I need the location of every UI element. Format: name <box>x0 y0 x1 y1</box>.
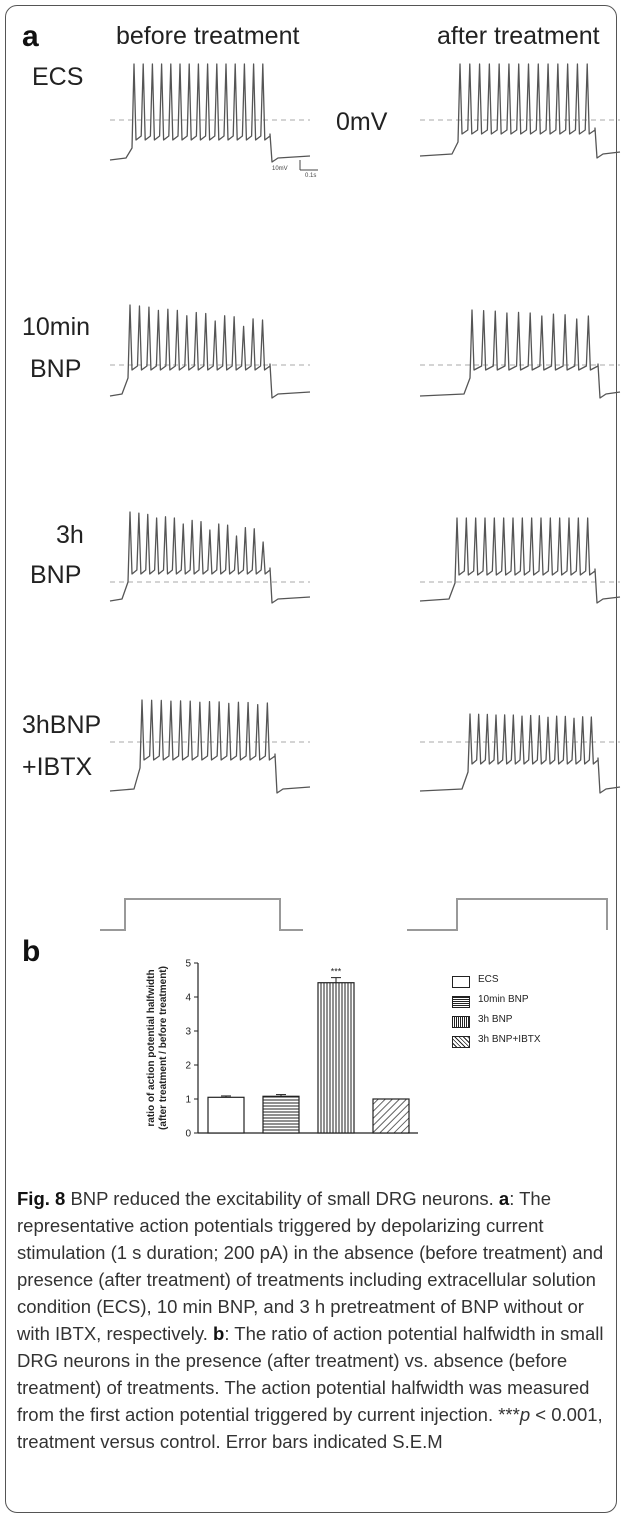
scale-bar <box>299 160 318 171</box>
action-potential-trace <box>109 304 311 399</box>
row-label-ecs: ECS <box>32 58 83 96</box>
legend-label-10min-bnp: 10min BNP <box>478 994 529 1005</box>
panel-b-label: b <box>22 935 41 968</box>
action-potential-trace <box>419 309 621 399</box>
trace-3h-bnp-after <box>419 517 621 604</box>
row-label-line1: 3hBNP <box>22 711 102 739</box>
action-potential-trace <box>109 699 311 794</box>
bar-ecs <box>207 1096 245 1134</box>
y-axis-label: ratio of action potential halfwidth(afte… <box>146 966 169 1130</box>
caption-a-text: : The representative action potentials t… <box>17 1188 604 1344</box>
caption-p-symbol: p <box>519 1404 531 1425</box>
y-tick-label: 0 <box>185 1129 191 1140</box>
trace-ecs-after <box>419 63 621 159</box>
y-tick-label: 1 <box>185 1095 191 1106</box>
trace-3hbnp-ibtx-after <box>419 713 621 794</box>
figure-caption: Fig. 8 BNP reduced the excitability of s… <box>17 1185 607 1455</box>
action-potential-trace <box>109 511 311 604</box>
bar-10min-bnp <box>262 1095 300 1134</box>
action-potential-trace <box>109 63 311 163</box>
action-potential-trace <box>419 63 621 159</box>
bar-3h-bnp-ibtx <box>372 1098 410 1134</box>
caption-b-text-1: : The ratio of action potential halfwidt… <box>17 1323 604 1425</box>
row-label-line2: BNP <box>30 561 82 589</box>
trace-ecs-before <box>109 63 311 163</box>
legend-swatch-10min-bnp <box>452 996 470 1008</box>
scale-bar-voltage-label: 10mV <box>272 166 288 172</box>
bar-3h-bnp <box>317 982 355 1134</box>
col-title-after: after treatment <box>437 22 600 50</box>
zero-mv-label: 0mV <box>336 108 388 136</box>
row-label-line1: 10min <box>22 313 91 341</box>
legend-swatch-3h-bnp-ibtx <box>452 1036 470 1048</box>
row-label-line2: +IBTX <box>22 753 93 781</box>
bar-chart: ratio of action potential halfwidth(afte… <box>146 959 418 1140</box>
trace-10min-bnp-after <box>419 309 621 399</box>
y-tick-label: 2 <box>185 1061 191 1072</box>
caption-b-text-2: < 0.001, treatment versus control. Error… <box>17 1404 603 1452</box>
row-label-10min-bnp: 10min BNP <box>22 308 90 388</box>
col-title-before: before treatment <box>116 22 300 50</box>
row-label-line2: BNP <box>30 355 82 383</box>
caption-a-label: a <box>498 1188 510 1209</box>
caption-fig-label: Fig. 8 <box>17 1188 66 1209</box>
y-tick-label: 3 <box>185 1027 191 1038</box>
row-label-line1: 3h <box>56 521 84 549</box>
row-label-3h-bnp: 3h BNP <box>30 516 84 594</box>
caption-title: BNP reduced the excitability of small DR… <box>65 1188 499 1209</box>
significance-annotation: *** <box>331 967 342 977</box>
legend-swatch-3h-bnp <box>452 1016 470 1028</box>
stimulus-step-before <box>100 898 303 931</box>
trace-3hbnp-ibtx-before <box>109 699 311 794</box>
trace-10min-bnp-before <box>109 304 311 399</box>
legend-label-3h-bnp: 3h BNP <box>478 1014 513 1025</box>
trace-3h-bnp-before <box>109 511 311 604</box>
panel-a-label: a <box>22 20 39 53</box>
action-potential-trace <box>419 517 621 604</box>
row-label-3hbnp-ibtx: 3hBNP +IBTX <box>22 706 101 786</box>
y-tick-label: 4 <box>185 993 191 1004</box>
caption-b-label: b <box>213 1323 225 1344</box>
legend-label-ecs: ECS <box>478 974 499 985</box>
y-tick-label: 5 <box>185 959 191 970</box>
action-potential-trace <box>419 713 621 794</box>
stimulus-step-after <box>407 898 608 931</box>
legend-label-3h-bnp-ibtx: 3h BNP+IBTX <box>478 1034 541 1045</box>
row-label-line1: ECS <box>32 63 84 91</box>
scale-bar-time-label: 0.1s <box>305 173 317 179</box>
legend-swatch-ecs <box>452 976 470 988</box>
